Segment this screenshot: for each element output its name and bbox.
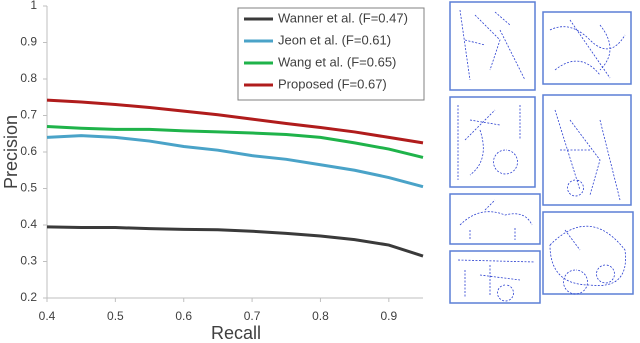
- legend-label: Jeon et al. (F=0.61): [278, 32, 391, 47]
- thumbnail: [542, 211, 634, 295]
- x-tick-label: 0.7: [244, 309, 261, 323]
- line-series: [46, 134, 424, 189]
- y-tick-label: 0.4: [20, 217, 37, 231]
- y-tick-label: 0.3: [20, 254, 37, 268]
- legend-label: Proposed (F=0.67): [278, 76, 387, 91]
- thumbnails: [449, 1, 634, 304]
- y-tick-label: 1: [30, 0, 37, 12]
- y-tick-label: 0.7: [20, 108, 37, 122]
- line-series: [46, 124, 424, 159]
- y-tick-label: 0.8: [20, 71, 37, 85]
- y-tick-label: 0.9: [20, 35, 37, 49]
- y-axis-label: Precision: [1, 115, 21, 189]
- x-tick-label: 0.8: [312, 309, 329, 323]
- x-axis-label: Recall: [211, 323, 261, 343]
- x-tick-label: 0.5: [107, 309, 124, 323]
- x-tick-label: 0.6: [175, 309, 192, 323]
- thumbnail: [449, 96, 536, 188]
- y-tick-label: 0.5: [20, 181, 37, 195]
- x-tick-label: 0.4: [39, 309, 56, 323]
- thumbnail: [542, 11, 632, 85]
- line-series: [46, 98, 424, 145]
- y-tick-label: 0.6: [20, 144, 37, 158]
- thumbnail: [449, 250, 541, 304]
- legend-label: Wang et al. (F=0.65): [278, 54, 396, 69]
- thumbnail: [449, 193, 541, 245]
- legend-label: Wanner et al. (F=0.47): [278, 10, 408, 25]
- y-tick-label: 0.2: [20, 290, 37, 304]
- thumbnail: [449, 1, 536, 91]
- line-series: [46, 225, 424, 258]
- thumbnail: [542, 94, 632, 206]
- x-tick-label: 0.9: [380, 309, 397, 323]
